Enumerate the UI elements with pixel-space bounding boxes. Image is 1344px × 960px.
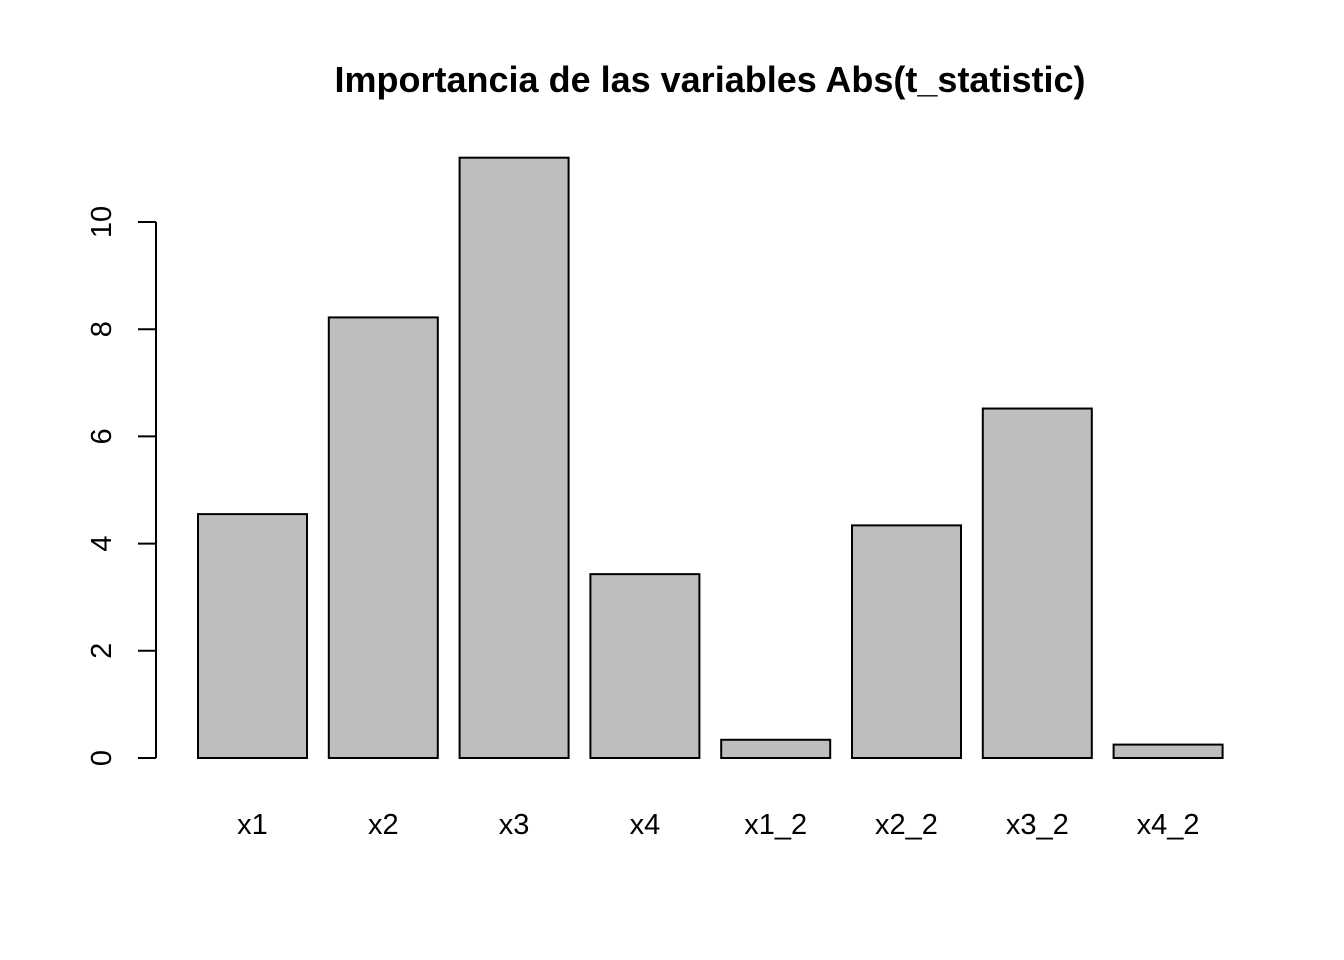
bar-x3-2 xyxy=(981,407,1093,759)
y-tick-label: 10 xyxy=(86,206,118,238)
x-tick-label: x1_2 xyxy=(744,809,807,841)
bar-x1-2 xyxy=(720,738,832,760)
y-tick-label: 8 xyxy=(86,321,118,337)
y-tick-label: 2 xyxy=(86,643,118,659)
bar-x2 xyxy=(327,316,439,759)
x-tick-label: x3 xyxy=(499,809,530,841)
y-tick-label: 4 xyxy=(86,536,118,552)
x-tick-label: x2_2 xyxy=(875,809,938,841)
bar-x4-2 xyxy=(1112,743,1224,759)
bar-x1 xyxy=(197,513,308,759)
y-axis: 0 2 4 6 8 10 xyxy=(86,206,157,766)
chart-title: Importancia de las variables Abs(t_stati… xyxy=(335,59,1086,100)
bar-x3 xyxy=(458,156,570,759)
bar-x4 xyxy=(589,573,701,759)
bars-group xyxy=(197,156,1224,760)
x-tick-labels: x1 x2 x3 x4 x1_2 x2_2 x3_2 x4_2 xyxy=(237,809,1199,841)
x-tick-label: x3_2 xyxy=(1006,809,1069,841)
y-tick-label: 6 xyxy=(86,428,118,444)
x-tick-label: x2 xyxy=(368,809,399,841)
x-tick-label: x1 xyxy=(237,809,268,841)
y-tick-label: 0 xyxy=(86,750,118,766)
x-tick-label: x4 xyxy=(630,809,661,841)
bar-x2-2 xyxy=(851,524,962,759)
x-tick-label: x4_2 xyxy=(1137,809,1200,841)
